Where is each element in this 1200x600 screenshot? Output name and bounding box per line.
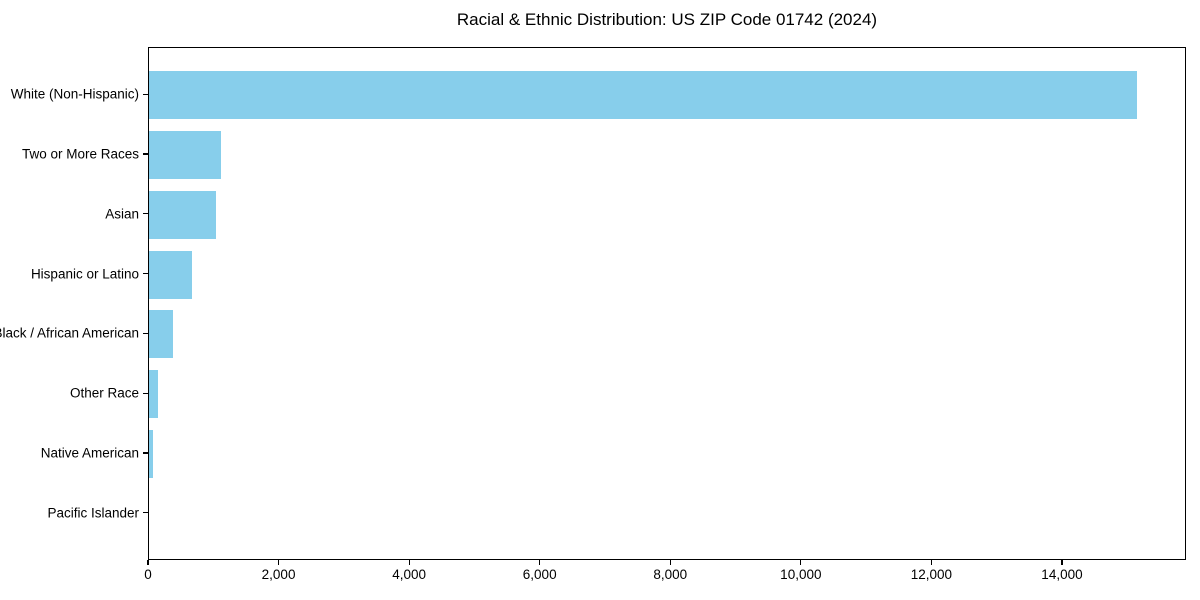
y-tick-label-hispanic-or-latino: Hispanic or Latino [30, 266, 139, 282]
y-tick-mark [143, 153, 148, 155]
bar-native-american [149, 430, 153, 478]
y-tick-label-two-or-more-races: Two or More Races [21, 146, 139, 162]
bar-hispanic-or-latino [149, 250, 193, 299]
chart-title: Racial & Ethnic Distribution: US ZIP Cod… [456, 10, 878, 29]
y-tick-label-white-non-hispanic: White (Non-Hispanic) [10, 86, 139, 102]
x-tick-mark [539, 560, 541, 565]
y-tick-mark [143, 273, 148, 275]
x-tick-mark [277, 560, 280, 565]
x-tick-mark [930, 560, 932, 565]
x-tick-label: 0 [144, 567, 152, 582]
y-tick-label-native-american: Native American [40, 445, 139, 461]
y-tick-mark [143, 392, 148, 394]
x-tick-mark [1061, 560, 1063, 565]
x-tick-label: 10,000 [780, 567, 822, 582]
y-tick-mark [143, 213, 148, 215]
bar-other-race [149, 370, 158, 419]
y-tick-mark [143, 332, 148, 334]
y-tick-mark [143, 452, 148, 454]
y-tick-mark [143, 512, 148, 514]
bar-black-african-american [149, 310, 174, 359]
x-tick-label: 12,000 [910, 567, 953, 582]
y-tick-label-other-race: Other Race [69, 385, 139, 401]
y-tick-label-black-african-american: Black / African American [0, 325, 139, 341]
x-tick-label: 14,000 [1041, 567, 1083, 582]
x-tick-label: 4,000 [392, 567, 427, 582]
x-tick-label: 6,000 [522, 567, 557, 582]
y-tick-mark [143, 93, 148, 95]
y-tick-label-pacific-islander: Pacific Islander [47, 505, 139, 521]
x-tick-mark [800, 560, 802, 565]
x-tick-label: 2,000 [261, 567, 296, 582]
plot-area [148, 47, 1186, 560]
x-tick-label: 8,000 [653, 567, 688, 582]
y-tick-label-asian: Asian [105, 206, 139, 222]
x-tick-mark [408, 560, 410, 565]
bar-white-non-hispanic [149, 71, 1138, 120]
x-tick-mark [147, 560, 149, 565]
bar-two-or-more-races [149, 131, 222, 179]
bar-asian [149, 190, 216, 239]
x-tick-mark [669, 560, 671, 565]
